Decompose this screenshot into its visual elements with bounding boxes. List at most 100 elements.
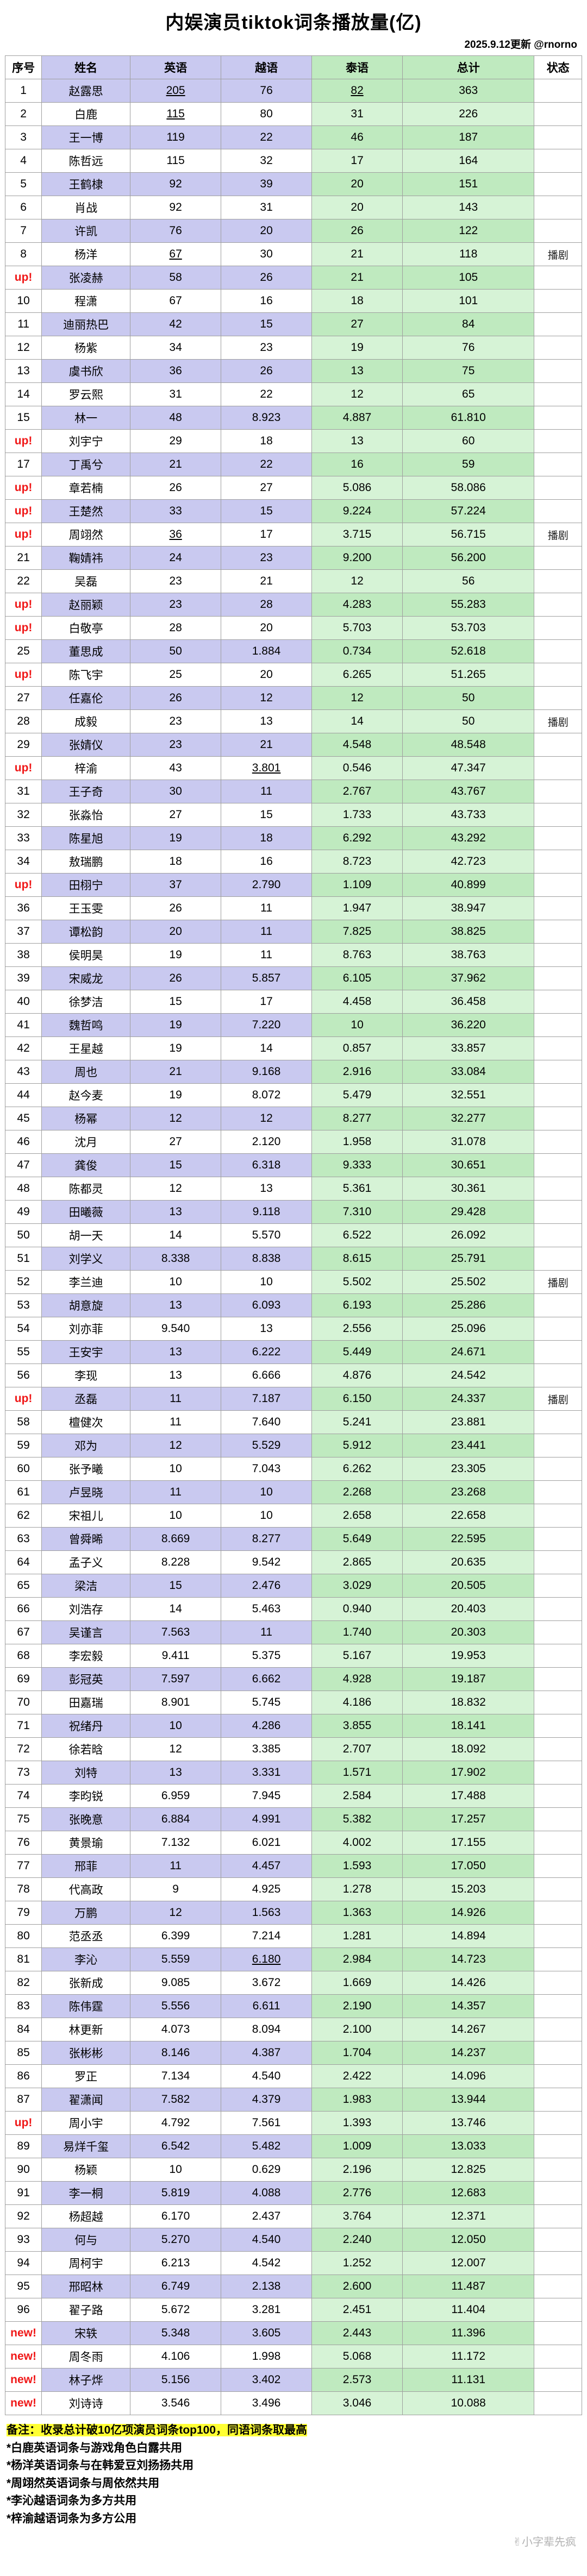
rank-cell: 75 <box>4 1807 42 1831</box>
name-cell: 陈星旭 <box>41 826 131 850</box>
table-row: 36 王玉雯 26 11 1.947 38.947 <box>4 896 582 920</box>
name-cell: 田嘉瑞 <box>41 1691 131 1714</box>
en-cell: 12 <box>130 1737 222 1761</box>
rank-cell: up! <box>4 663 42 687</box>
rank-cell: 11 <box>4 312 42 336</box>
rank-cell: 51 <box>4 1247 42 1271</box>
status-cell <box>534 2181 582 2205</box>
total-cell: 105 <box>402 266 535 290</box>
rank-cell: up! <box>4 756 42 780</box>
table-row: 12 杨紫 34 23 19 76 <box>4 336 582 360</box>
name-cell: 张予曦 <box>41 1457 131 1481</box>
status-cell <box>534 2345 582 2368</box>
rank-cell: up! <box>4 1387 42 1411</box>
total-cell: 33.857 <box>402 1036 535 1060</box>
table-row: 95 邢昭林 6.749 2.138 2.600 11.487 <box>4 2275 582 2298</box>
status-cell <box>534 1060 582 1084</box>
vi-cell: 21 <box>221 569 313 593</box>
th-cell: 1.740 <box>311 1620 403 1644</box>
th-cell: 4.928 <box>311 1667 403 1691</box>
rank-cell: 12 <box>4 336 42 360</box>
vi-cell: 23 <box>221 546 313 570</box>
vi-cell: 4.991 <box>221 1807 313 1831</box>
status-cell <box>534 1130 582 1154</box>
status-cell <box>534 780 582 803</box>
th-cell: 31 <box>311 102 403 126</box>
table-row: 89 易烊千玺 6.542 5.482 1.009 13.033 <box>4 2134 582 2158</box>
name-cell: 迪丽热巴 <box>41 312 131 336</box>
name-cell: 程潇 <box>41 289 131 313</box>
status-cell <box>534 593 582 617</box>
th-cell: 7.310 <box>311 1200 403 1224</box>
name-cell: 王玉雯 <box>41 896 131 920</box>
rank-cell: 46 <box>4 1130 42 1154</box>
en-cell: 34 <box>130 336 222 360</box>
total-cell: 11.487 <box>402 2275 535 2298</box>
en-cell: 27 <box>130 803 222 827</box>
name-cell: 宋祖儿 <box>41 1504 131 1528</box>
status-cell <box>534 1434 582 1457</box>
vi-cell: 7.043 <box>221 1457 313 1481</box>
total-cell: 13.033 <box>402 2134 535 2158</box>
total-cell: 14.926 <box>402 1901 535 1925</box>
rank-cell: 41 <box>4 1013 42 1037</box>
th-cell: 1.109 <box>311 873 403 897</box>
vi-cell: 6.021 <box>221 1831 313 1855</box>
table-row: 61 卢昱晓 11 10 2.268 23.268 <box>4 1480 582 1504</box>
table-row: 76 黄景瑜 7.132 6.021 4.002 17.155 <box>4 1831 582 1855</box>
status-cell <box>534 336 582 360</box>
total-cell: 32.277 <box>402 1107 535 1130</box>
table-row: up! 田栩宁 37 2.790 1.109 40.899 <box>4 873 582 897</box>
total-cell: 17.050 <box>402 1854 535 1878</box>
th-cell: 8.723 <box>311 850 403 874</box>
rank-cell: 62 <box>4 1504 42 1528</box>
th-cell: 6.265 <box>311 663 403 687</box>
table-row: 2 白鹿 115 80 31 226 <box>4 102 582 126</box>
vi-cell: 11 <box>221 943 313 967</box>
total-cell: 10.088 <box>402 2391 535 2415</box>
name-cell: 肖战 <box>41 196 131 219</box>
status-cell <box>534 826 582 850</box>
table-row: 27 任嘉伦 26 12 12 50 <box>4 686 582 710</box>
table-row: 25 董思成 50 1.884 0.734 52.618 <box>4 639 582 663</box>
rank-cell: 73 <box>4 1761 42 1785</box>
en-cell: 12 <box>130 1901 222 1925</box>
vi-cell: 27 <box>221 476 313 500</box>
total-cell: 43.733 <box>402 803 535 827</box>
total-cell: 20.635 <box>402 1550 535 1574</box>
en-cell: 33 <box>130 499 222 523</box>
rank-cell: up! <box>4 2111 42 2135</box>
en-cell: 7.132 <box>130 1831 222 1855</box>
name-cell: 刘亦菲 <box>41 1317 131 1341</box>
en-cell: 7.563 <box>130 1620 222 1644</box>
rank-cell: 65 <box>4 1574 42 1598</box>
total-cell: 23.441 <box>402 1434 535 1457</box>
total-cell: 14.237 <box>402 2041 535 2065</box>
total-cell: 23.881 <box>402 1410 535 1434</box>
total-cell: 65 <box>402 382 535 406</box>
en-cell: 7.597 <box>130 1667 222 1691</box>
rank-cell: 85 <box>4 2041 42 2065</box>
name-cell: 张新成 <box>41 1971 131 1995</box>
name-cell: 周柯宇 <box>41 2251 131 2275</box>
name-cell: 胡意旋 <box>41 1293 131 1317</box>
table-row: 13 虞书欣 36 26 13 75 <box>4 359 582 383</box>
vi-cell: 22 <box>221 125 313 149</box>
column-header-total: 总计 <box>402 55 535 79</box>
total-cell: 18.832 <box>402 1691 535 1714</box>
vi-cell: 13 <box>221 1317 313 1341</box>
en-cell: 5.156 <box>130 2368 222 2392</box>
rank-cell: new! <box>4 2321 42 2345</box>
name-cell: 张淼怡 <box>41 803 131 827</box>
total-cell: 29.428 <box>402 1200 535 1224</box>
name-cell: 杨超越 <box>41 2204 131 2228</box>
vi-cell: 5.745 <box>221 1691 313 1714</box>
status-cell <box>534 1457 582 1481</box>
total-cell: 12.371 <box>402 2204 535 2228</box>
total-cell: 14.426 <box>402 1971 535 1995</box>
en-cell: 8.228 <box>130 1550 222 1574</box>
status-cell <box>534 2298 582 2322</box>
th-cell: 3.029 <box>311 1574 403 1598</box>
rank-cell: 92 <box>4 2204 42 2228</box>
vi-cell: 31 <box>221 196 313 219</box>
